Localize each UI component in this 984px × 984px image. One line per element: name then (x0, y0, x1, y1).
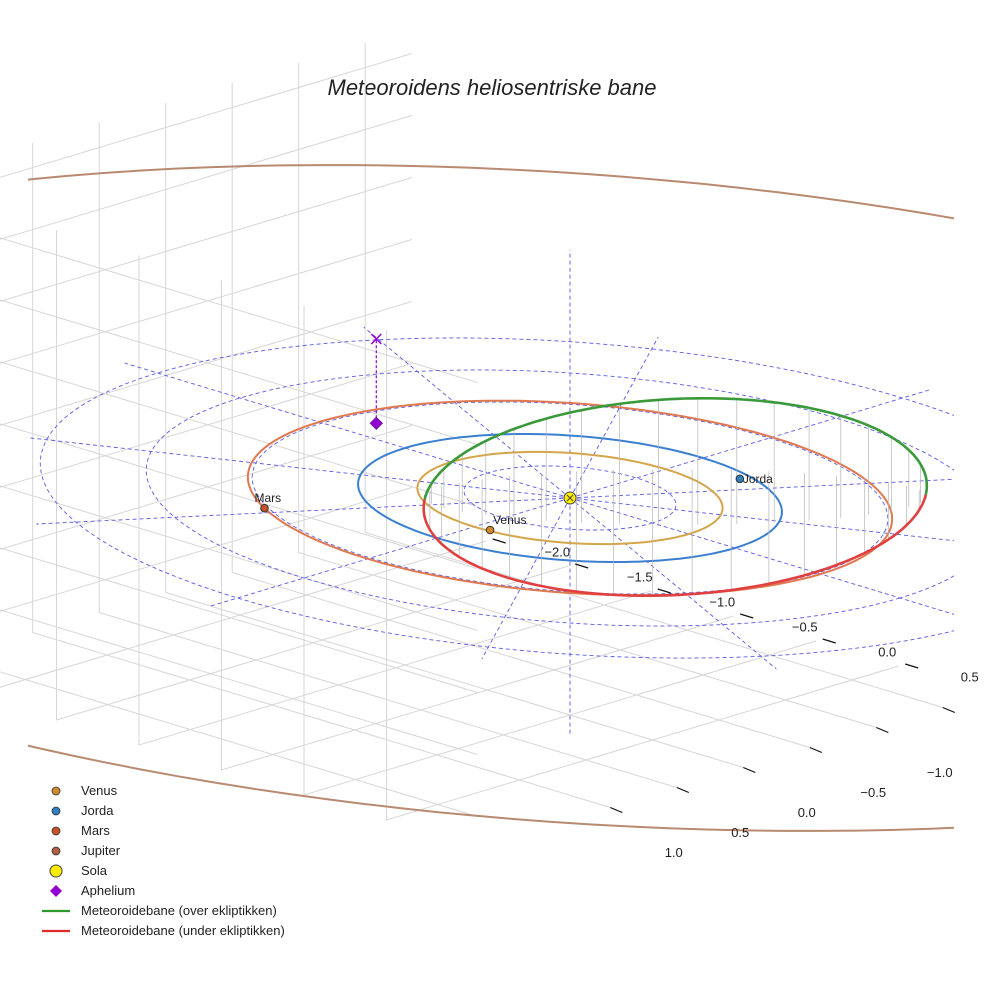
grid-line (0, 540, 487, 688)
meteoroid-orbit-above (423, 397, 929, 500)
grid-line (386, 330, 899, 821)
plot-area: Venus Jorda Mars (28, 164, 954, 832)
grid-line (0, 363, 478, 693)
legend-marker (51, 846, 61, 856)
grid-line (32, 142, 611, 808)
legend-label: Mars (81, 823, 110, 838)
planet-label: Mars (254, 491, 281, 505)
grid-line (0, 177, 478, 507)
grid-line (0, 53, 478, 383)
radial-line (481, 497, 571, 660)
legend-label: Meteoroidebane (over ekliptikken) (81, 903, 277, 918)
tick-mark (809, 746, 823, 754)
grid-line (298, 62, 877, 728)
grid-line (364, 42, 943, 708)
radial-line (569, 336, 659, 499)
y-tick-label: 0.5 (731, 825, 749, 840)
legend-marker (49, 864, 63, 878)
grid-line (0, 301, 478, 631)
planet-mars (260, 503, 269, 513)
tick-mark (942, 706, 956, 714)
y-tick-label: 0.0 (798, 805, 816, 820)
radial-line (124, 362, 571, 499)
x-tick-label: −0.5 (792, 619, 818, 634)
radial-line (569, 478, 954, 499)
aphelion-x-marker (370, 333, 382, 345)
orbit-jorda (357, 433, 783, 563)
radial-line (28, 437, 571, 499)
grid-line (56, 230, 569, 721)
planet-label: Jorda (743, 472, 773, 486)
legend-marker (51, 806, 61, 816)
meteoroid-orbit-below (422, 494, 928, 597)
aphelion-marker (369, 416, 384, 431)
legend-label: Aphelium (81, 883, 135, 898)
y-tick-label: −1.0 (927, 765, 953, 780)
tick-mark (575, 563, 589, 569)
legend-marker (51, 786, 61, 796)
reference-circle (39, 337, 954, 659)
legend-marker (50, 885, 62, 897)
axis-ticks: −2.0−1.5−1.0−0.50.00.5−1.5−1.0−0.50.00.5… (492, 538, 979, 860)
tick-mark (740, 613, 754, 619)
legend-label: Meteoroidebane (under ekliptikken) (81, 923, 285, 938)
sun-center-mark (566, 494, 574, 502)
legend-label: Jorda (81, 803, 114, 818)
planet-jorda (735, 474, 745, 484)
legend-label: Jupiter (81, 843, 121, 858)
x-tick-label: 0.5 (961, 669, 979, 684)
radial-line (36, 497, 571, 525)
grid-line (138, 255, 652, 746)
tick-mark (676, 786, 690, 794)
grid-line (98, 122, 677, 788)
tick-mark (822, 638, 836, 644)
legend-label: Venus (81, 783, 118, 798)
legend-marker (51, 826, 61, 836)
y-tick-label: 1.0 (665, 845, 683, 860)
orbit-jupiter (28, 164, 954, 832)
tick-mark (492, 538, 506, 544)
radial-line (569, 497, 954, 542)
radial-line (569, 497, 777, 670)
legend-label: Sola (81, 863, 108, 878)
tick-mark (610, 806, 623, 814)
grid-line (0, 487, 478, 817)
tick-mark (905, 663, 919, 669)
y-tick-label: −0.5 (860, 785, 886, 800)
grid-line (221, 280, 734, 771)
planet-label: Venus (493, 513, 526, 527)
radial-line (363, 326, 571, 499)
x-tick-label: −1.0 (709, 594, 735, 609)
planet-venus (485, 525, 495, 535)
axis-grid (0, 42, 943, 821)
tick-mark (876, 726, 889, 734)
chart-title: Meteoroidens heliosentriske bane (328, 75, 657, 100)
tick-mark (743, 766, 756, 774)
x-tick-label: 0.0 (878, 644, 896, 659)
grid-line (231, 82, 810, 748)
grid-line (165, 102, 744, 768)
tick-mark (657, 588, 671, 594)
legend: Venus Jorda Mars Jupiter Sola Aphelium Meteoro… (42, 783, 285, 938)
grid-line (0, 425, 478, 755)
grid-line (0, 239, 478, 569)
x-tick-label: −2.0 (544, 544, 570, 559)
x-tick-label: −1.5 (627, 569, 653, 584)
orbit-mars (246, 399, 894, 597)
radial-line (569, 497, 954, 615)
